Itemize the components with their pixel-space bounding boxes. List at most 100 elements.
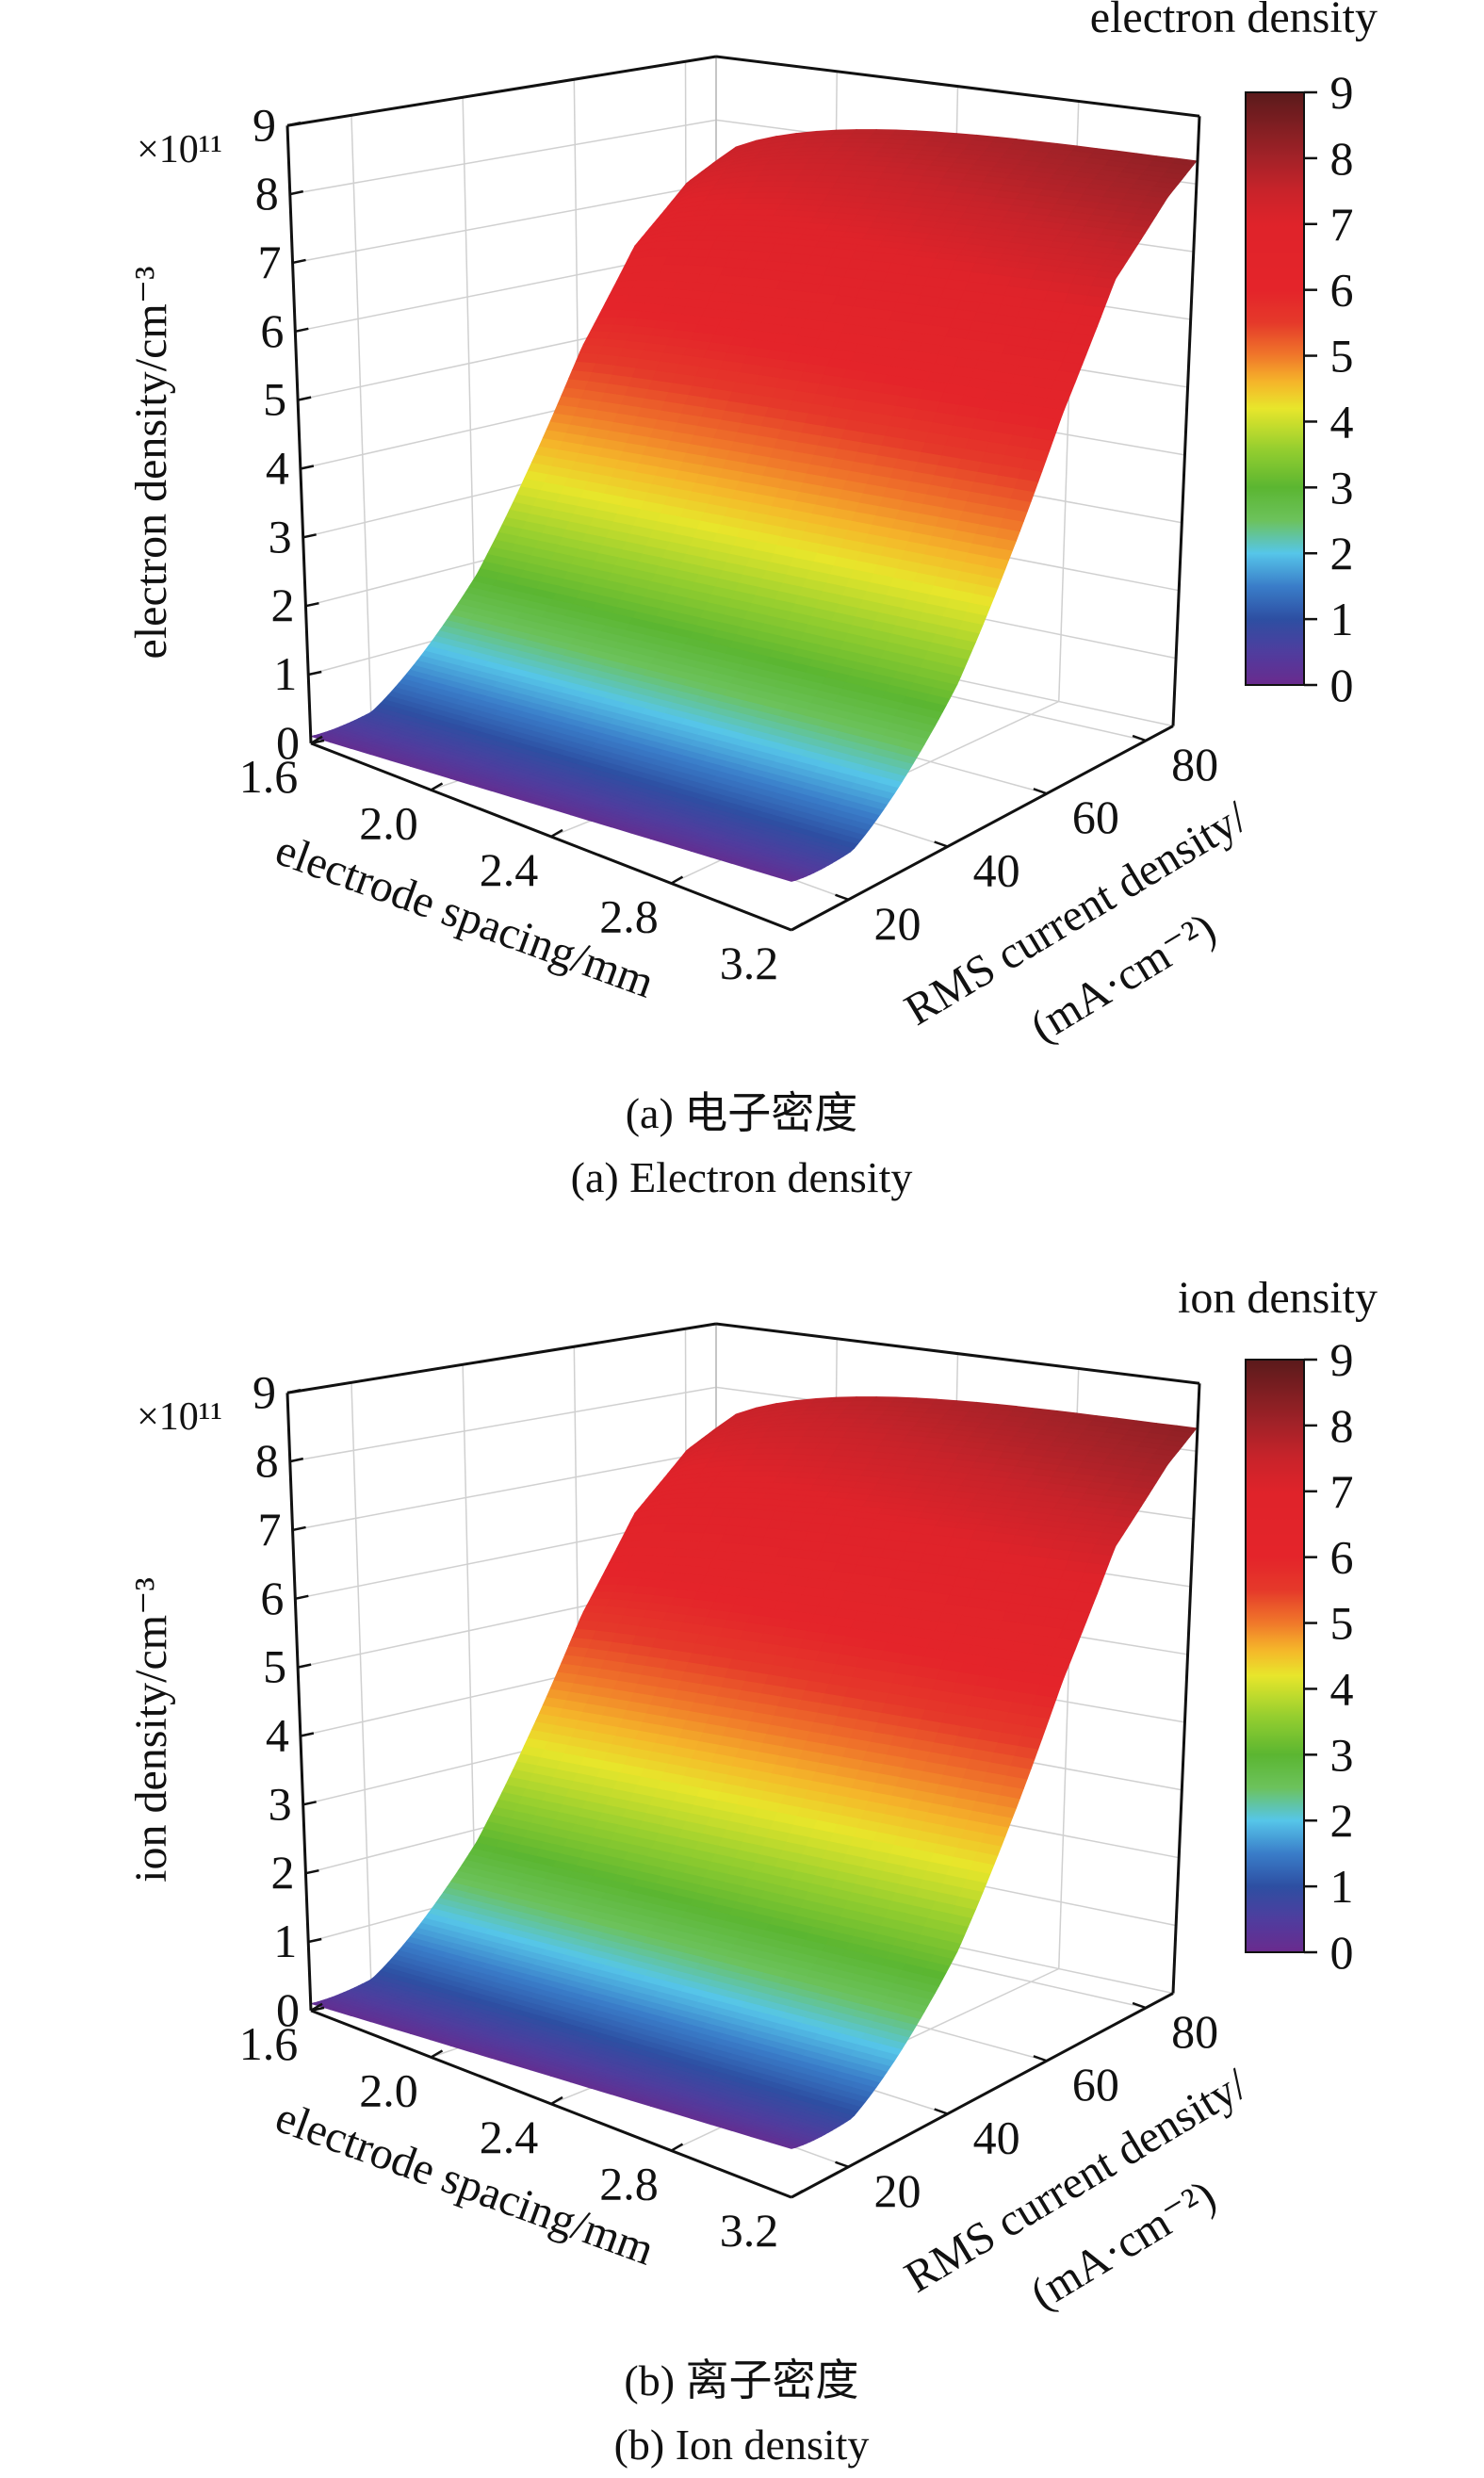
z-tick [305,601,319,608]
surface-cell [639,1531,665,1541]
surface-cell [636,1539,661,1548]
surface-cell [597,309,623,318]
y-tick-label: 40 [973,844,1020,897]
grid-line-current-wall [351,115,372,726]
z-tick [289,189,304,196]
colorbar-tick-label: 4 [1330,395,1354,448]
surface-cell [726,1516,753,1527]
surface-cell [695,273,722,285]
surface-cell [687,248,712,258]
surface-cell [667,1515,693,1524]
colorbar-tick-label: 8 [1330,132,1354,185]
panel-a: 01234567891.62.02.42.83.2204060800123456… [126,0,1378,1201]
surface-cell [691,239,716,250]
surface-cell [723,1524,749,1536]
surface-cell [676,1540,702,1550]
surface-cell [722,224,747,232]
surface-cell [767,1453,793,1460]
surface-cell [815,174,840,183]
surface-cell [625,1561,650,1572]
surface-cell [932,131,957,139]
z-tick-label: 5 [263,373,286,426]
z-tick-label: 9 [253,98,276,151]
x-tick-label: 1.6 [239,750,299,803]
x-tick-label: 2.8 [599,890,659,943]
surface-cell [621,1569,646,1579]
surface-cell [687,1515,712,1525]
surface-cell [911,130,938,138]
surface-cell [695,1541,722,1552]
colorbar-tick-label: 6 [1330,264,1354,317]
z-tick [300,465,315,470]
surface-cell [822,1429,848,1438]
surface-cell [586,1597,612,1606]
surface-cell [911,1397,938,1405]
surface-cell [819,1436,844,1444]
surface-cell [579,1611,605,1622]
surface-cell [676,272,702,283]
surface-cell [726,249,753,260]
surface-cell [802,1429,828,1438]
surface-cell [644,1562,671,1573]
surface-cell [751,241,776,253]
surface-cell [891,129,918,137]
surface-cell [720,266,745,278]
surface-cell [714,1502,740,1509]
surface-cell [784,1459,809,1467]
surface-cell [759,197,786,204]
colorbar-tick-label: 5 [1330,330,1354,383]
colorbar-tick-label: 0 [1330,659,1354,711]
surface-cell [722,1492,747,1499]
surface-cell [815,1442,840,1450]
surface-cell [672,1547,698,1558]
surface-cell [720,1533,745,1545]
surface-cell [718,1496,743,1504]
surface-cell [784,191,809,200]
grid-line-z-left [292,182,717,264]
surface-cell [763,191,790,199]
surface-cell [648,1555,674,1565]
caption-en: (a) Electron density [571,1153,913,1201]
surface-cell [771,180,797,187]
surface-cell [759,1464,786,1472]
z-tick [307,670,322,677]
colorbar-tick-label: 1 [1330,593,1354,645]
box-edge-right [1171,116,1201,726]
surface-cell [751,1508,776,1520]
surface-cell [594,1583,619,1592]
grid-line-current-wall [351,1382,372,1994]
surface-cell [787,186,813,194]
surface-cell [714,235,740,242]
surface-cell [767,186,793,193]
z-tick-label: 8 [255,167,279,220]
surface-cell [656,271,681,282]
surface-cell [730,1508,757,1519]
surface-cell [798,168,824,176]
surface-cell [582,336,609,347]
surface-cell [802,162,828,171]
surface-cell [582,1604,609,1614]
surface-cell [891,1396,918,1404]
surface-cell [718,229,743,236]
surface-cell [723,257,749,269]
surface-cell [728,214,755,220]
z-tick-label: 6 [260,304,284,357]
surface-cell [743,1525,769,1538]
surface-cell [749,214,775,221]
surface-cell [707,248,732,259]
surface-cell [699,1532,726,1543]
surface-cell [699,265,726,276]
surface-cell [743,258,769,270]
surface-plot-a: 01234567891.62.02.42.83.2204060800123456… [239,55,1354,989]
surface-cell [679,264,705,275]
surface-cell [628,1554,654,1564]
caption-cn: (a) 电子密度 [626,1089,858,1137]
surface-cell [771,1447,797,1455]
surface-cell [628,286,654,297]
surface-cell [725,219,751,226]
surface-cell [703,1524,728,1535]
surface-cell [660,264,685,274]
surface-cell [636,271,661,281]
y-tick-label: 20 [873,897,921,950]
